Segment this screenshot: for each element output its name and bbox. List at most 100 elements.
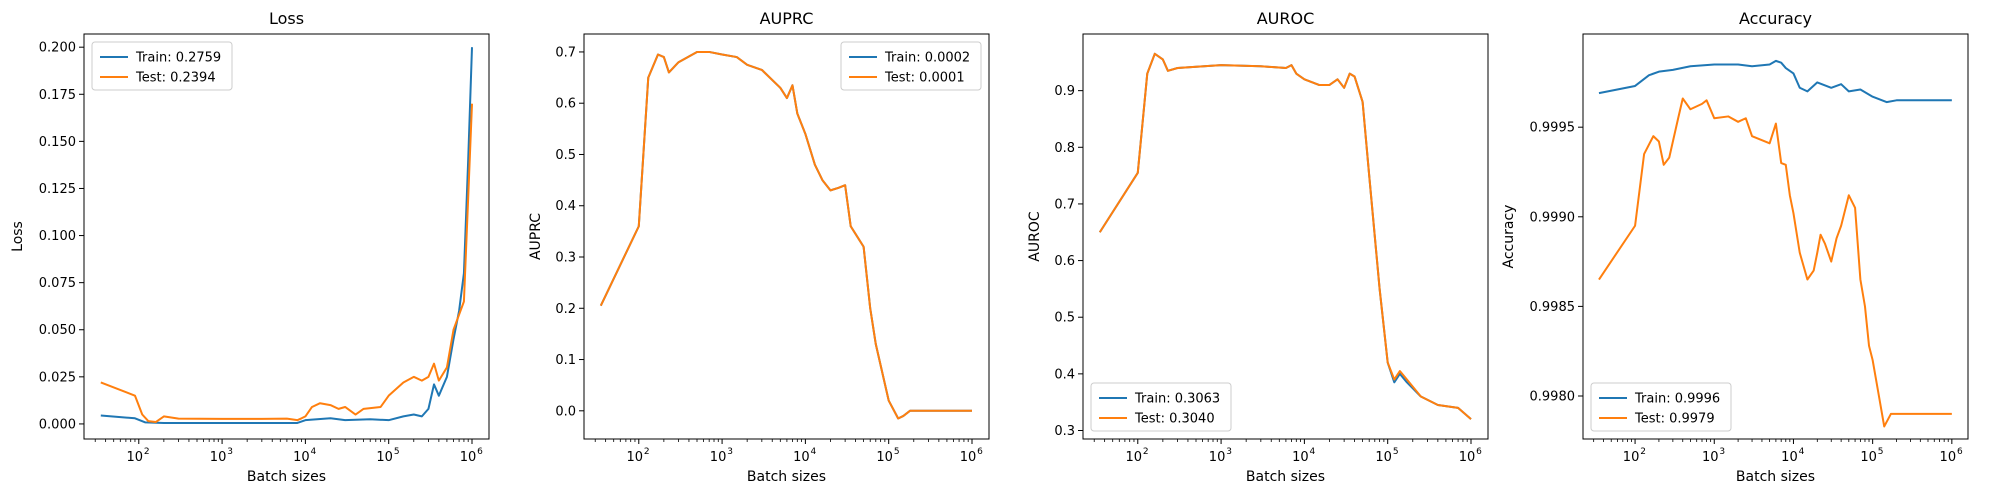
chart-auprc-ytick-label: 0.2 — [555, 302, 576, 317]
chart-loss-ytick-label: 0.025 — [39, 370, 76, 385]
chart-loss-ytick-label: 0.200 — [39, 41, 76, 56]
chart-auroc-xtick-label: 10 — [1459, 450, 1476, 465]
chart-auprc-xtick-label: 10 — [960, 450, 977, 465]
chart-auprc-xtick-label: 10 — [793, 450, 810, 465]
chart-auroc-ytick-label: 0.9 — [1054, 84, 1075, 99]
chart-accuracy-xtick-exponent: 4 — [1799, 447, 1805, 457]
chart-auprc-ytick-label: 0.0 — [555, 404, 576, 419]
chart-auroc-legend-label: Test: 0.3040 — [1134, 412, 1215, 427]
chart-auroc-ytick-label: 0.7 — [1054, 197, 1075, 212]
chart-loss-ytick-label: 0.150 — [39, 135, 76, 150]
chart-auroc-series-train-0-3063 — [1098, 52, 1472, 420]
chart-loss-title: Loss — [269, 9, 304, 28]
chart-auprc-xtick-label: 10 — [710, 450, 727, 465]
chart-auroc-series-test-0-3040 — [1098, 52, 1472, 420]
chart-accuracy-xlabel: Batch sizes — [1736, 469, 1815, 485]
chart-loss-ytick-label: 0.175 — [39, 88, 76, 103]
chart-loss-legend-label: Test: 0.2394 — [135, 71, 216, 86]
chart-auprc-xtick-exponent: 5 — [894, 447, 900, 457]
chart-auroc-xtick-label: 10 — [1126, 450, 1143, 465]
chart-auprc-xtick-exponent: 6 — [977, 447, 983, 457]
chart-accuracy-xtick-exponent: 2 — [1640, 447, 1646, 457]
chart-auroc-legend: Train: 0.3063 Test: 0.3040 — [1090, 382, 1232, 432]
chart-accuracy-ytick-label: 0.9985 — [1530, 300, 1576, 315]
chart-loss-xtick-exponent: 6 — [477, 447, 483, 457]
chart-auprc-ytick-label: 0.7 — [555, 45, 576, 60]
chart-loss-series-train-0-2759 — [100, 47, 473, 424]
chart-auroc-xtick-label: 10 — [1375, 450, 1392, 465]
chart-auroc-ytick-label: 0.3 — [1054, 424, 1075, 439]
chart-loss-xtick-exponent: 4 — [311, 447, 317, 457]
chart-auprc-ytick-label: 0.3 — [555, 251, 576, 266]
chart-accuracy-xtick-exponent: 6 — [1957, 447, 1963, 457]
chart-loss-xlabel: Batch sizes — [247, 469, 326, 485]
chart-auprc-ylabel: AUPRC — [528, 213, 544, 260]
chart-loss-axes-frame — [83, 33, 490, 440]
chart-auroc-xtick-exponent: 5 — [1393, 447, 1399, 457]
chart-auroc-xtick-exponent: 4 — [1310, 447, 1316, 457]
chart-auprc-ytick-label: 0.6 — [555, 97, 576, 112]
chart-auroc-ytick-label: 0.8 — [1054, 141, 1075, 156]
chart-accuracy-legend-label: Train: 0.9996 — [1634, 392, 1720, 407]
chart-loss-xtick-label: 10 — [460, 450, 477, 465]
chart-loss-ytick-label: 0.100 — [39, 229, 76, 244]
chart-auroc-axes-frame — [1082, 33, 1489, 440]
chart-auroc-xtick-label: 10 — [1209, 450, 1226, 465]
chart-auprc-xtick-exponent: 3 — [727, 447, 733, 457]
chart-accuracy-legend-label: Test: 0.9979 — [1634, 412, 1715, 427]
chart-auprc-axes-frame — [583, 33, 990, 440]
chart-auprc-legend: Train: 0.0002 Test: 0.0001 — [840, 41, 982, 91]
chart-auroc-xlabel: Batch sizes — [1246, 469, 1325, 485]
chart-auprc-series-test-0-0001 — [599, 50, 972, 420]
chart-accuracy-xtick-label: 10 — [1623, 450, 1640, 465]
chart-loss: Loss 0.000 0.025 0.050 0.075 0.100 0.125 0.150 0… — [10, 9, 490, 485]
chart-loss-xtick-exponent: 2 — [144, 447, 150, 457]
chart-loss-ytick-label: 0.125 — [39, 182, 76, 197]
chart-auprc-xtick-exponent: 2 — [644, 447, 650, 457]
chart-loss-xtick-label: 10 — [210, 450, 227, 465]
chart-accuracy-ytick-label: 0.9995 — [1530, 121, 1576, 136]
chart-auroc-xtick-label: 10 — [1292, 450, 1309, 465]
chart-accuracy-legend: Train: 0.9996 Test: 0.9979 — [1590, 382, 1732, 432]
chart-auprc-legend-label: Train: 0.0002 — [884, 51, 970, 66]
chart-loss-ytick-label: 0.075 — [39, 276, 76, 291]
chart-accuracy-xtick-label: 10 — [1860, 450, 1877, 465]
chart-accuracy-series-test-0-9979 — [1598, 97, 1952, 428]
chart-accuracy-series-train-0-9996 — [1598, 59, 1952, 104]
chart-accuracy-ytick-label: 0.9980 — [1530, 389, 1576, 404]
chart-auprc-series-train-0-0002 — [599, 50, 972, 420]
chart-accuracy-xtick-exponent: 5 — [1878, 447, 1884, 457]
chart-loss-xtick-label: 10 — [127, 450, 144, 465]
chart-loss-xtick-exponent: 3 — [227, 447, 233, 457]
chart-accuracy-xtick-label: 10 — [1781, 450, 1798, 465]
chart-auroc-ytick-label: 0.4 — [1054, 367, 1075, 382]
chart-auroc-legend-label: Train: 0.3063 — [1134, 392, 1220, 407]
chart-auprc-ytick-label: 0.5 — [555, 148, 576, 163]
chart-loss-ytick-label: 0.000 — [39, 417, 76, 432]
chart-auroc-xtick-exponent: 3 — [1226, 447, 1232, 457]
chart-loss-ytick-label: 0.050 — [39, 323, 76, 338]
chart-loss-legend-label: Train: 0.2759 — [135, 51, 221, 66]
chart-accuracy-ylabel: Accuracy — [1501, 205, 1517, 269]
chart-loss-xtick-exponent: 5 — [394, 447, 400, 457]
chart-auroc-xtick-exponent: 6 — [1476, 447, 1482, 457]
chart-auroc-xtick-exponent: 2 — [1143, 447, 1149, 457]
chart-loss-xtick-label: 10 — [293, 450, 310, 465]
chart-accuracy-axes-frame — [1582, 33, 1969, 440]
chart-accuracy-xtick-label: 10 — [1702, 450, 1719, 465]
chart-auprc-xlabel: Batch sizes — [747, 469, 826, 485]
chart-auroc-ylabel: AUROC — [1027, 211, 1043, 262]
chart-accuracy-xtick-label: 10 — [1940, 450, 1957, 465]
chart-accuracy-ytick-label: 0.9990 — [1530, 210, 1576, 225]
chart-auprc-xtick-label: 10 — [627, 450, 644, 465]
chart-auroc-ytick-label: 0.6 — [1054, 254, 1075, 269]
chart-auprc-xtick-exponent: 4 — [811, 447, 817, 457]
chart-auprc-ytick-label: 0.4 — [555, 199, 576, 214]
chart-loss-legend: Train: 0.2759 Test: 0.2394 — [91, 41, 233, 91]
chart-accuracy-title: Accuracy — [1739, 9, 1812, 28]
chart-auroc-title: AUROC — [1257, 9, 1315, 28]
